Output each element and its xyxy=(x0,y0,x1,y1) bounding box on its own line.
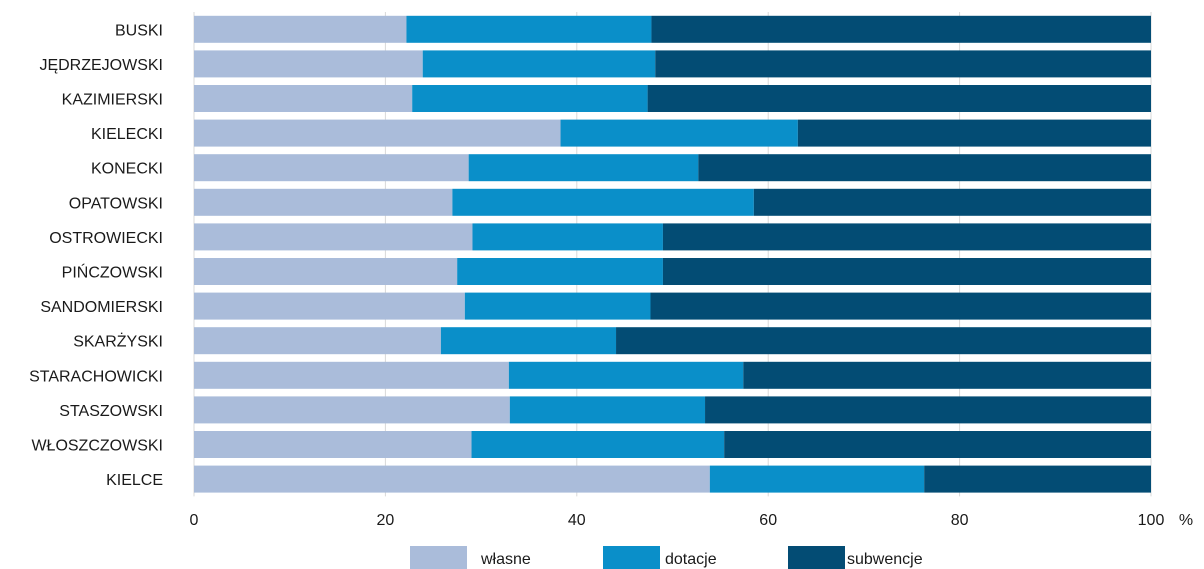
bar-subwencje-7 xyxy=(662,258,1151,285)
bar-dotacje-2 xyxy=(412,85,648,112)
bar-własne-10 xyxy=(194,361,509,389)
x-tick-label: 40 xyxy=(568,512,586,529)
bar-własne-8 xyxy=(194,292,465,320)
bar-subwencje-3 xyxy=(797,119,1151,147)
bar-dotacje-10 xyxy=(508,361,744,389)
bar-subwencje-0 xyxy=(651,15,1151,43)
bar-subwencje-5 xyxy=(753,188,1151,216)
bar-subwencje-12 xyxy=(724,431,1151,458)
legend-swatch-subwencje xyxy=(788,546,845,569)
category-label: OSTROWIECKI xyxy=(49,230,163,247)
bar-własne-11 xyxy=(194,396,510,424)
bar-dotacje-3 xyxy=(560,119,798,147)
bar-subwencje-2 xyxy=(647,85,1151,112)
bar-dotacje-7 xyxy=(457,258,663,285)
legend-label-subwencje: subwencje xyxy=(847,551,923,568)
category-label: JĘDRZEJOWSKI xyxy=(39,57,163,74)
x-axis-unit-label: % xyxy=(1179,512,1193,529)
category-labels: BUSKI JĘDRZEJOWSKI KAZIMIERSKI KIELECKI KONE… xyxy=(29,22,163,489)
bar-własne-12 xyxy=(194,431,472,458)
bar-subwencje-4 xyxy=(698,154,1151,182)
bar-dotacje-13 xyxy=(709,465,925,493)
x-axis-ticks: 0 20 40 60 80 100 xyxy=(190,512,1165,529)
bar-własne-6 xyxy=(194,223,473,251)
legend-swatch-własne xyxy=(410,546,467,569)
legend: własne dotacje subwencje xyxy=(410,546,923,569)
bar-subwencje-10 xyxy=(743,361,1151,389)
x-tick-label: 0 xyxy=(190,512,199,529)
bar-własne-2 xyxy=(194,85,413,112)
bar-dotacje-8 xyxy=(464,292,651,320)
bar-własne-0 xyxy=(194,15,407,43)
x-tick-label: 100 xyxy=(1138,512,1165,529)
legend-label-dotacje: dotacje xyxy=(665,551,717,568)
category-label: KIELCE xyxy=(106,472,163,489)
category-label: KONECKI xyxy=(91,161,163,178)
bar-subwencje-8 xyxy=(650,292,1151,320)
bar-własne-5 xyxy=(194,188,453,216)
bar-subwencje-11 xyxy=(705,396,1151,424)
bar-własne-4 xyxy=(194,154,469,182)
legend-swatch-dotacje xyxy=(603,546,660,569)
category-label: STASZOWSKI xyxy=(59,403,163,420)
bars xyxy=(194,15,1151,493)
bar-dotacje-5 xyxy=(452,188,754,216)
bar-subwencje-13 xyxy=(924,465,1151,493)
bar-subwencje-1 xyxy=(655,50,1151,78)
category-label: STARACHOWICKI xyxy=(29,368,163,385)
bar-własne-9 xyxy=(194,327,441,355)
category-label: SANDOMIERSKI xyxy=(40,299,163,316)
category-label: KAZIMIERSKI xyxy=(62,92,163,109)
x-tick-label: 20 xyxy=(377,512,395,529)
category-label: KIELECKI xyxy=(91,126,163,143)
x-tick-label: 80 xyxy=(951,512,969,529)
bar-własne-1 xyxy=(194,50,423,78)
bar-dotacje-6 xyxy=(472,223,663,251)
category-label: PIŃCZOWSKI xyxy=(62,263,163,282)
bar-dotacje-4 xyxy=(468,154,699,182)
bar-dotacje-0 xyxy=(406,15,652,43)
legend-label-własne: własne xyxy=(480,551,531,568)
bar-subwencje-6 xyxy=(662,223,1151,251)
bar-własne-13 xyxy=(194,465,710,493)
bar-subwencje-9 xyxy=(616,327,1151,355)
bar-dotacje-11 xyxy=(509,396,706,424)
grid-lines xyxy=(193,12,1152,497)
bar-własne-7 xyxy=(194,258,458,285)
category-label: SKARŻYSKI xyxy=(73,332,163,351)
bar-własne-3 xyxy=(194,119,561,147)
bar-dotacje-12 xyxy=(471,431,725,458)
bar-dotacje-1 xyxy=(422,50,656,78)
x-tick-label: 60 xyxy=(759,512,777,529)
category-label: WŁOSZCZOWSKI xyxy=(31,438,163,455)
category-label: BUSKI xyxy=(115,22,163,39)
category-label: OPATOWSKI xyxy=(69,195,163,212)
bar-dotacje-9 xyxy=(440,327,617,355)
